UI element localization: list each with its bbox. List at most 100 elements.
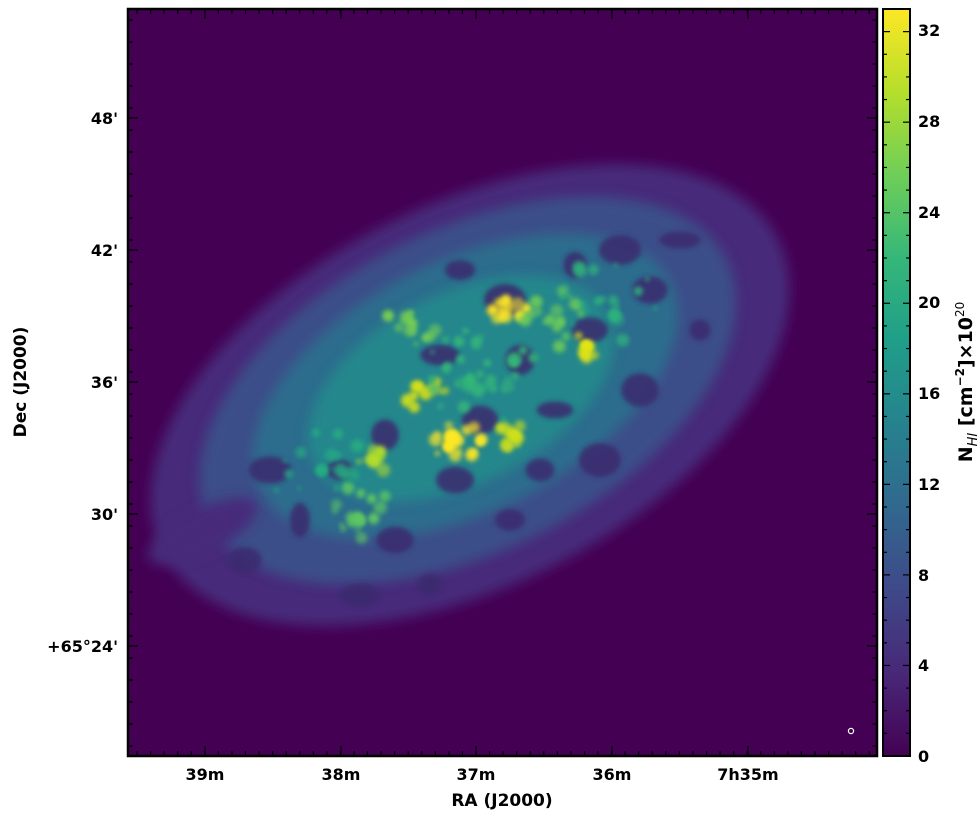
hi-clump [409, 319, 419, 328]
hi-clump [457, 400, 471, 414]
hi-clump [514, 420, 526, 432]
colorbar-tick-label: 28 [918, 112, 940, 131]
hi-clump [510, 297, 525, 311]
hi-clump [633, 286, 643, 296]
hi-clump [339, 522, 344, 527]
colorbar-tick-label: 32 [918, 21, 940, 40]
hi-clump [382, 309, 394, 322]
x-tick-label: 7h35m [717, 765, 778, 784]
colorbar-frame [882, 8, 911, 757]
hi-clump [427, 375, 437, 384]
hi-clump [500, 294, 512, 306]
hi-clump [434, 450, 440, 456]
x-tick-label: 39m [186, 765, 225, 784]
hi-hole [376, 526, 414, 554]
axis-ticks [128, 9, 877, 756]
colorbar-tick-label: 20 [918, 293, 940, 312]
hi-clump [449, 433, 463, 446]
hi-clump [475, 369, 485, 379]
hi-clump [437, 403, 444, 410]
hi-clump [366, 493, 377, 504]
x-axis-label: RA (J2000) [451, 791, 552, 811]
hi-clump [608, 308, 621, 321]
hi-clump [511, 431, 516, 437]
y-tick-label: 30' [91, 505, 118, 524]
hi-clump [580, 351, 593, 364]
hi-clump [489, 384, 498, 393]
hi-clumps [274, 260, 658, 544]
hi-clump [441, 363, 452, 374]
hi-clump [295, 446, 307, 458]
hi-clump [511, 371, 520, 380]
hi-hole [632, 276, 668, 304]
hi-hole [536, 401, 574, 419]
hi-clump [444, 421, 454, 431]
hi-clump [356, 489, 366, 498]
hi-clump [498, 308, 510, 320]
colorbar-tick-label: 8 [918, 566, 929, 585]
hi-clump [567, 294, 572, 299]
hi-hole [579, 442, 621, 478]
colorbar-tick-label: 24 [918, 203, 940, 222]
hi-clump [356, 458, 362, 465]
x-tick-label: 36m [593, 765, 632, 784]
hi-clump [399, 320, 405, 325]
hi-clump [408, 401, 420, 413]
hi-clump [557, 319, 565, 328]
hi-clump [559, 294, 566, 300]
hi-clump [471, 335, 483, 347]
hi-clump [348, 469, 360, 481]
hi-clump [542, 319, 548, 325]
hi-clump [532, 306, 543, 317]
hi-clump [352, 514, 366, 527]
hi-clump [373, 500, 388, 515]
hi-clump [652, 305, 658, 311]
hi-hole [420, 344, 460, 366]
hi-clump [409, 390, 419, 401]
hi-clump [500, 438, 515, 453]
colorbar-tick-label: 0 [918, 747, 929, 766]
colorbar-tick-label: 12 [918, 475, 940, 494]
hi-clump [442, 336, 449, 344]
hi-clump [410, 381, 420, 391]
hi-hole [371, 419, 399, 451]
hi-clump [553, 319, 559, 326]
hi-clump [407, 309, 414, 317]
hi-hole [339, 583, 381, 607]
hi-clump [528, 352, 539, 363]
hi-clump [318, 467, 323, 472]
hi-clump [376, 463, 391, 477]
hi-clump [509, 357, 520, 368]
hi-clump [513, 441, 521, 448]
hi-hole [659, 231, 701, 249]
hi-clump [274, 488, 279, 493]
hi-clump [613, 262, 618, 268]
hi-clump [448, 448, 462, 462]
x-tick-labels: 39m 38m 37m 36m 7h35m [186, 765, 779, 784]
hi-clump [332, 428, 344, 440]
hi-hole [621, 373, 659, 407]
hi-clump [498, 421, 511, 434]
hi-hole [525, 458, 555, 482]
hi-hole [435, 466, 475, 494]
y-tick-labels: 48' 42' 36' 30' +65°24' [47, 109, 118, 656]
hi-clump [375, 445, 387, 457]
hi-clump [331, 499, 342, 510]
hi-clump [574, 331, 583, 340]
hi-clump [453, 336, 465, 347]
hi-clump [608, 295, 619, 306]
colorbar-tick-label: 16 [918, 384, 940, 403]
y-tick-label: 42' [91, 241, 118, 260]
hi-clump [483, 359, 492, 367]
hi-clump [588, 264, 599, 276]
hi-clump [563, 284, 569, 291]
colorbar-tick-label: 4 [918, 656, 929, 675]
hi-clump [340, 469, 352, 481]
colorbar-label: NHI [cm−2]×1020 [953, 302, 977, 463]
hi-clump [297, 486, 302, 491]
hi-clump [544, 314, 556, 326]
hi-clump [379, 490, 391, 502]
hi-clump [284, 469, 294, 479]
